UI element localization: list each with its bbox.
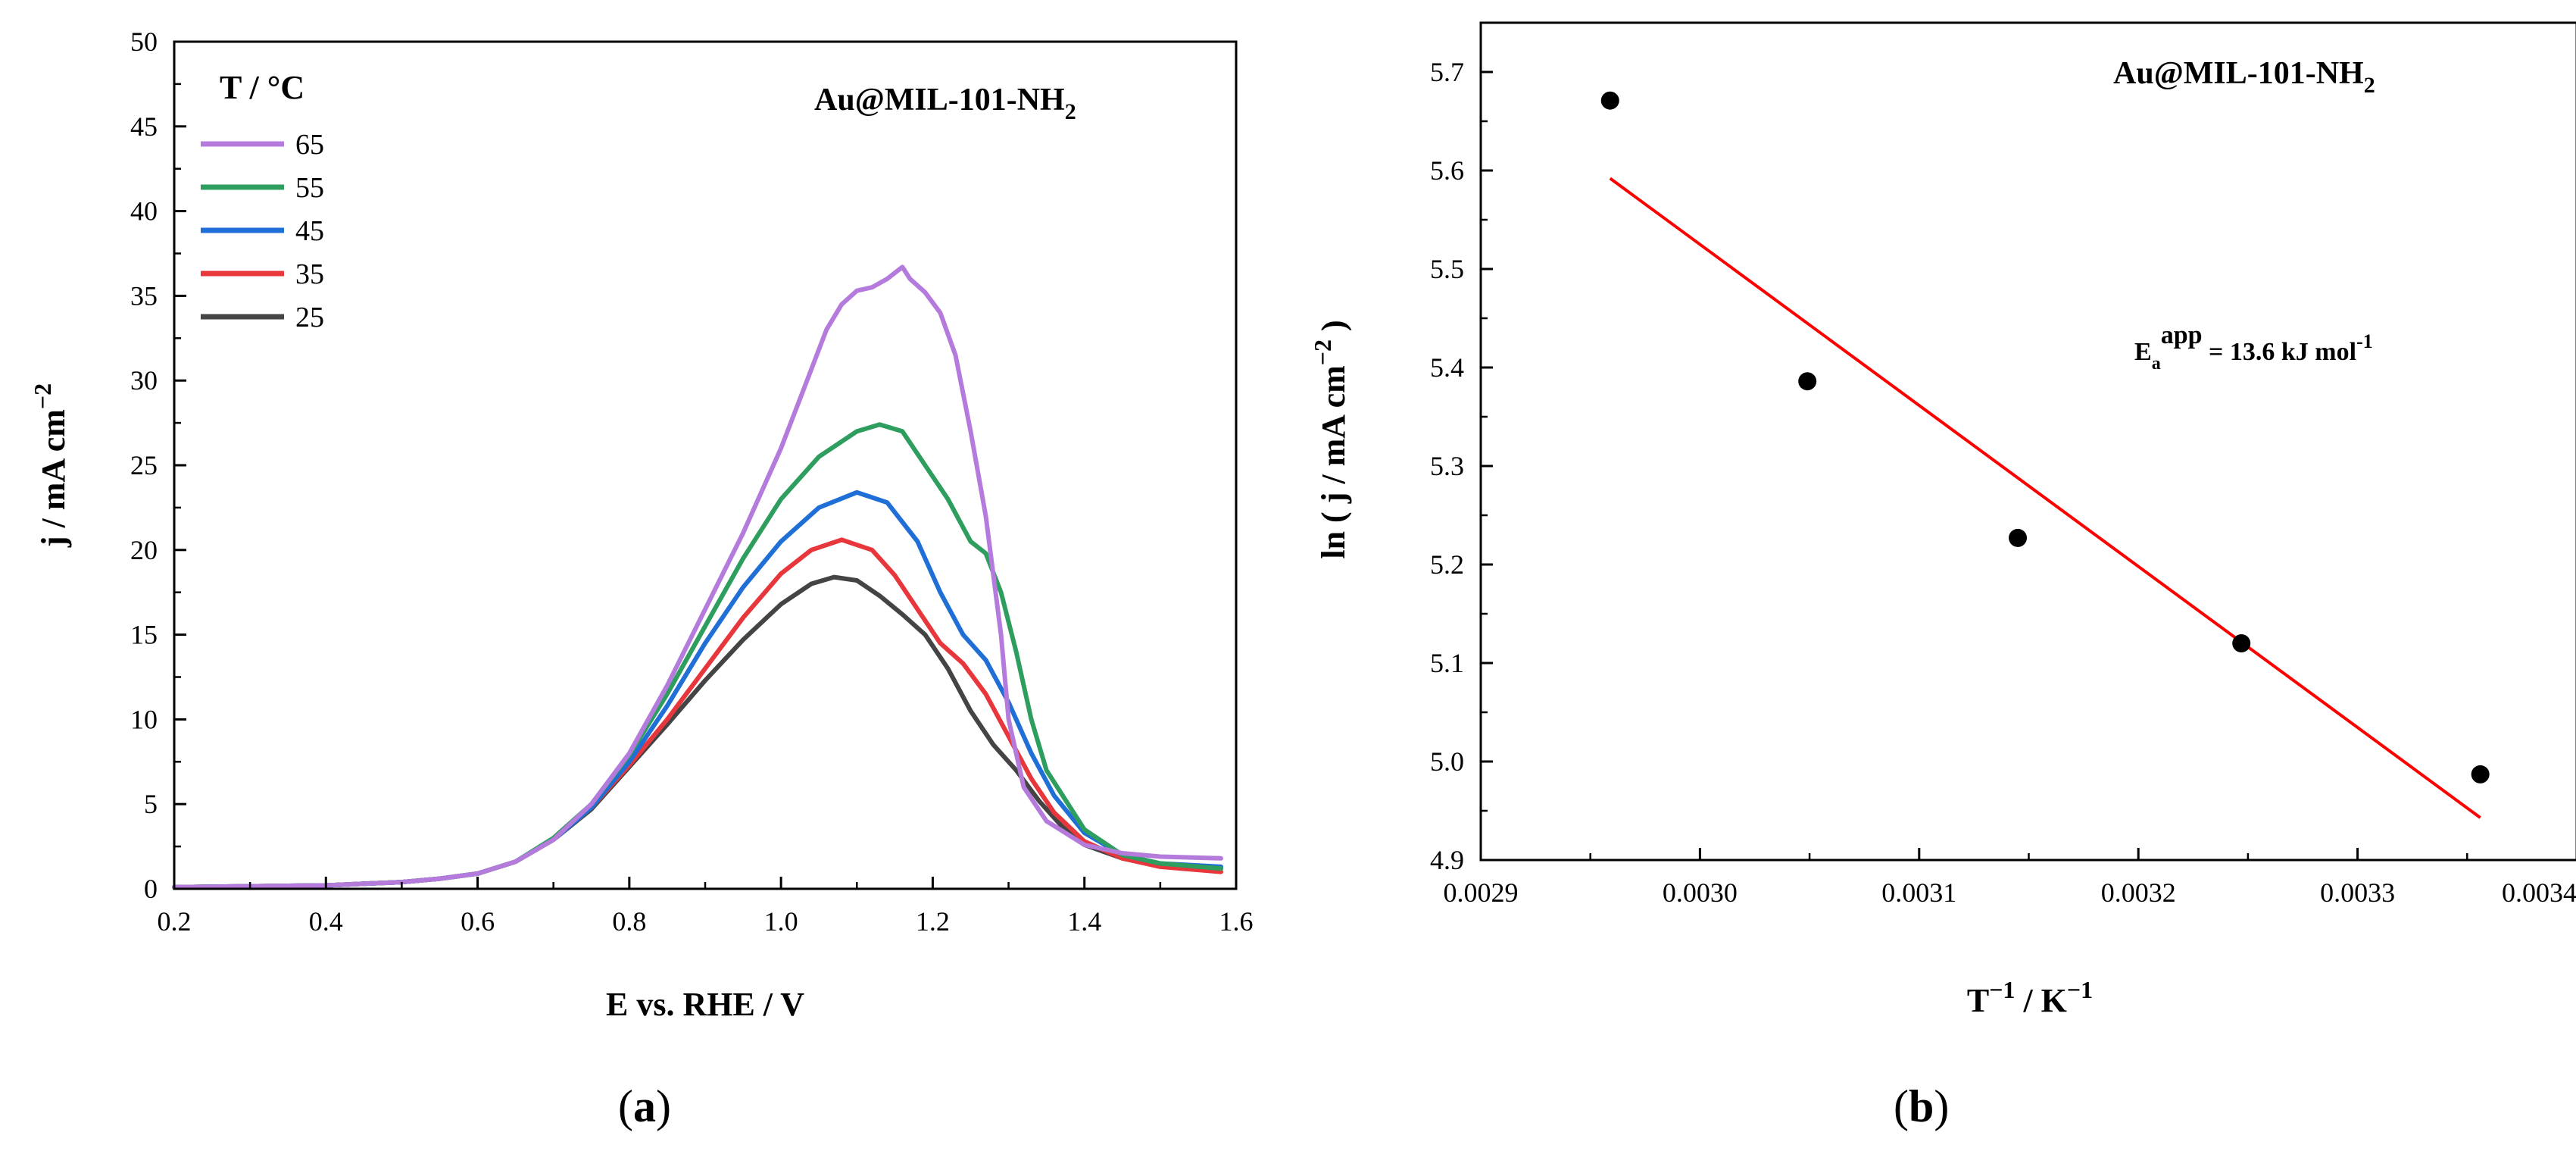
panel-a-y-tick-label: 45 <box>130 111 158 142</box>
panel-a-label: (a) <box>618 1081 671 1131</box>
panel-a-y-tick-label: 35 <box>130 280 158 311</box>
panel-a-ticks: 0.2 0.4 0.6 0.8 1.0 1.2 1.4 1.6 0 5 10 15 20 25 30 35 40… <box>130 27 1254 937</box>
panel-b-series-group <box>1600 91 2490 819</box>
panel-b-activation-energy: Eaapp = 13.6 kJ mol-1 <box>2134 321 2373 374</box>
data-point <box>1600 91 1619 110</box>
panel-b-x-tick-label: 0.0030 <box>1663 877 1738 908</box>
panel-a-x-axis-title: E vs. RHE / V <box>606 986 804 1023</box>
panel-a-y-tick-label: 50 <box>130 27 158 57</box>
data-point <box>2232 634 2251 652</box>
panel-a-x-tick-label: 0.8 <box>612 906 646 937</box>
panel-b-x-tick-label: 0.0029 <box>1444 877 1519 908</box>
panel-a-y-tick-label: 30 <box>130 365 158 396</box>
panel-b-x-axis-title: T−1 / K−1 <box>1967 976 2093 1019</box>
panel-b-x-tick-label: 0.0032 <box>2101 877 2176 908</box>
panel-b-label: (b) <box>1894 1081 1949 1131</box>
panel-a-series-group <box>172 264 1223 890</box>
panel-a-y-tick-label: 20 <box>130 535 158 565</box>
panel-a-sample-annotation: Au@MIL-101-NH2 <box>814 83 1076 124</box>
panel-a-y-axis-title: j / mA cm−2 <box>29 383 72 548</box>
panel-b-x-tick-label: 0.0031 <box>1881 877 1956 908</box>
series-line-65 <box>172 264 1223 890</box>
panel-b-x-tick-label: 0.0034 <box>2502 877 2576 908</box>
legend-label-25: 25 <box>295 302 324 333</box>
panel-a-y-tick-label: 40 <box>130 196 158 227</box>
panel-b-y-tick-label: 5.5 <box>1430 254 1464 284</box>
panel-a-y-tick-label: 0 <box>144 874 158 904</box>
panel-b-ticks: 0.0029 0.0030 0.0031 0.0032 0.0033 0.0034 4.9 5… <box>1430 57 2576 908</box>
legend-label-55: 55 <box>295 172 324 204</box>
panel-b-y-tick-label: 5.2 <box>1430 549 1464 580</box>
panel-b: 0.0029 0.0030 0.0031 0.0032 0.0033 0.0034 4.9 5… <box>1309 21 2576 1131</box>
panel-a-y-tick-label: 15 <box>130 620 158 650</box>
panel-a-legend-title: T / °C <box>220 69 304 106</box>
panel-b-plot-frame <box>1479 21 2576 862</box>
legend-label-45: 45 <box>295 215 324 247</box>
panel-b-y-tick-label: 5.4 <box>1430 352 1464 383</box>
panel-a-y-tick-label: 10 <box>130 704 158 734</box>
panel-a-y-tick-label: 25 <box>130 450 158 480</box>
panel-a-x-tick-label: 0.2 <box>158 906 192 937</box>
panel-a-x-tick-label: 0.4 <box>309 906 343 937</box>
panel-a-x-tick-label: 1.0 <box>764 906 798 937</box>
data-point <box>1798 372 1817 391</box>
panel-a-x-tick-label: 1.4 <box>1067 906 1101 937</box>
panel-a: 0.2 0.4 0.6 0.8 1.0 1.2 1.4 1.6 0 5 10 15 20 25 30 35 40… <box>29 27 1254 1131</box>
panel-a-y-tick-label: 5 <box>144 789 158 819</box>
panel-a-x-tick-label: 1.6 <box>1219 906 1254 937</box>
data-point <box>2471 765 2490 783</box>
panel-b-y-tick-label: 4.9 <box>1430 845 1464 875</box>
linear-fit-line <box>1609 177 2481 819</box>
panel-b-y-tick-label: 5.6 <box>1430 155 1464 186</box>
data-point <box>2009 528 2028 547</box>
legend-label-35: 35 <box>295 258 324 290</box>
panel-b-y-tick-label: 5.1 <box>1430 648 1464 678</box>
panel-a-legend: 65 55 45 35 25 <box>201 129 324 333</box>
panel-a-x-tick-label: 1.2 <box>916 906 950 937</box>
panel-b-sample-annotation: Au@MIL-101-NH2 <box>2113 56 2375 98</box>
panel-a-x-tick-label: 0.6 <box>461 906 495 937</box>
panel-a-plot-frame <box>173 40 1238 890</box>
panel-b-x-tick-label: 0.0033 <box>2320 877 2395 908</box>
panel-b-y-axis-title: ln ( j / mA cm−2 ) <box>1309 320 1352 558</box>
legend-label-65: 65 <box>295 129 324 161</box>
panel-b-y-tick-label: 5.3 <box>1430 451 1464 481</box>
series-line-35 <box>172 537 1223 890</box>
panel-b-y-tick-label: 5.0 <box>1430 746 1464 777</box>
panel-b-y-tick-label: 5.7 <box>1430 57 1464 87</box>
